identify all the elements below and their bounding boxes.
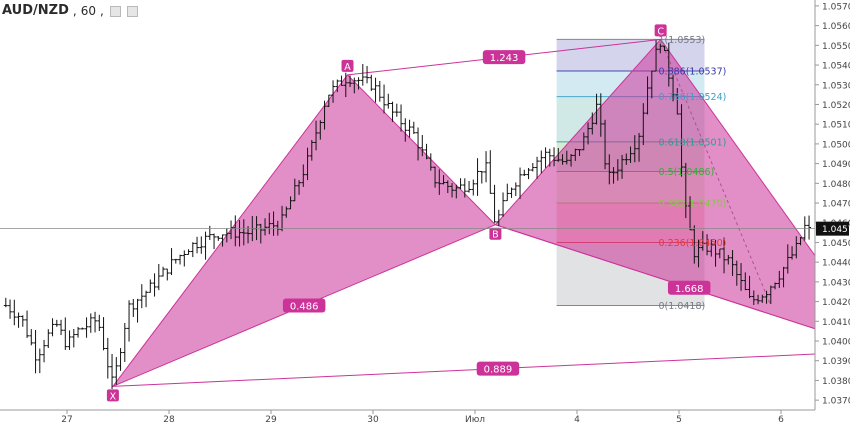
time-tick-label: 5 xyxy=(676,415,682,425)
ratio-label-xb: 0.486 xyxy=(290,302,319,313)
point-b-box xyxy=(489,227,502,240)
price-tick-label: 1.0420 xyxy=(822,298,850,308)
point-label-b: B xyxy=(492,230,499,241)
fib-level-label: 1(1.0553) xyxy=(659,35,706,46)
price-tick-label: 1.0500 xyxy=(822,140,850,150)
legend-symbol: AUD/NZD xyxy=(2,3,69,18)
price-tick-label: 1.0530 xyxy=(822,81,850,91)
price-tick-label: 1.0540 xyxy=(822,62,850,72)
fib-level-label: 0(1.0418) xyxy=(659,301,706,312)
point-label-c: C xyxy=(657,26,664,37)
harmonic-pattern[interactable] xyxy=(111,38,850,388)
price-tick-label: 1.0480 xyxy=(822,180,850,190)
point-label-a: A xyxy=(344,62,351,73)
chart-legend: AUD/NZD, 60, xyxy=(2,3,138,18)
point-label-x: X xyxy=(110,391,117,402)
time-tick-label: 27 xyxy=(61,415,72,425)
settings-button[interactable] xyxy=(109,6,121,17)
point-c-box xyxy=(654,24,667,37)
fib-level-labels: 1(1.0553) 0.886(1.0537) 0.786(1.0524) 0.618… xyxy=(659,35,727,312)
fib-level-label: 0.886(1.0537) xyxy=(659,66,727,77)
ratio-label-ac-box xyxy=(482,50,526,65)
time-tick-label: 28 xyxy=(163,415,175,425)
time-axis[interactable]: 27 28 29 30 Июл 4 5 6 xyxy=(0,409,815,425)
close-button[interactable] xyxy=(126,6,138,17)
ratio-label-ac: 1.243 xyxy=(490,53,519,64)
ratio-label-xd-box xyxy=(476,361,520,376)
current-price-tag xyxy=(816,221,849,236)
price-tick-label: 1.0450 xyxy=(822,239,850,249)
price-tick-label: 1.0400 xyxy=(822,338,850,348)
ratio-label-bd-box xyxy=(667,280,711,295)
ratio-label-xb-box xyxy=(282,298,326,313)
time-tick-label: 6 xyxy=(778,415,784,425)
time-axis-bg xyxy=(0,410,815,425)
price-tick-label: 1.0520 xyxy=(822,101,850,111)
fib-level-label: 0.786(1.0524) xyxy=(659,92,727,103)
price-tick-label: 1.0570 xyxy=(822,2,850,12)
current-price-label: 1.0457 xyxy=(822,225,850,235)
price-tick-label: 1.0390 xyxy=(822,357,850,367)
fib-level-label: 0.236(1.0450) xyxy=(659,238,727,249)
fib-level-label: 0.5(1.0486) xyxy=(659,167,715,178)
time-tick-label: 30 xyxy=(367,415,379,425)
price-tick-label: 1.0410 xyxy=(822,318,850,328)
fib-level-label: 0.618(1.0501) xyxy=(659,137,727,148)
time-tick-label: 4 xyxy=(574,415,580,425)
fib-level-label: 0.382(1.0470) xyxy=(659,199,727,210)
price-tick-label: 1.0440 xyxy=(822,259,850,269)
ratio-label-bd: 1.668 xyxy=(675,284,704,295)
point-x-box xyxy=(106,389,119,402)
price-tick-label: 1.0380 xyxy=(822,377,850,387)
price-axis[interactable]: 1.0570 1.0560 1.0550 1.0540 1.0530 1.0520 1.05… xyxy=(814,0,850,425)
price-axis-bg xyxy=(815,0,850,425)
price-tick-label: 1.0560 xyxy=(822,22,850,32)
legend-interval: 60 xyxy=(80,3,96,18)
time-tick-label: 29 xyxy=(265,415,277,425)
time-tick-label: Июл xyxy=(465,415,485,425)
ratio-label-xd: 0.889 xyxy=(484,365,513,376)
price-candles xyxy=(3,40,812,389)
point-a-box xyxy=(341,59,354,72)
price-tick-label: 1.0430 xyxy=(822,278,850,288)
price-tick-label: 1.0470 xyxy=(822,200,850,210)
price-tick-label: 1.0510 xyxy=(822,121,850,131)
pattern-triangle-xab[interactable] xyxy=(111,74,497,388)
price-tick-label: 1.0490 xyxy=(822,160,850,170)
price-tick-label: 1.0550 xyxy=(822,42,850,52)
price-tick-label: 1.0370 xyxy=(822,397,850,407)
